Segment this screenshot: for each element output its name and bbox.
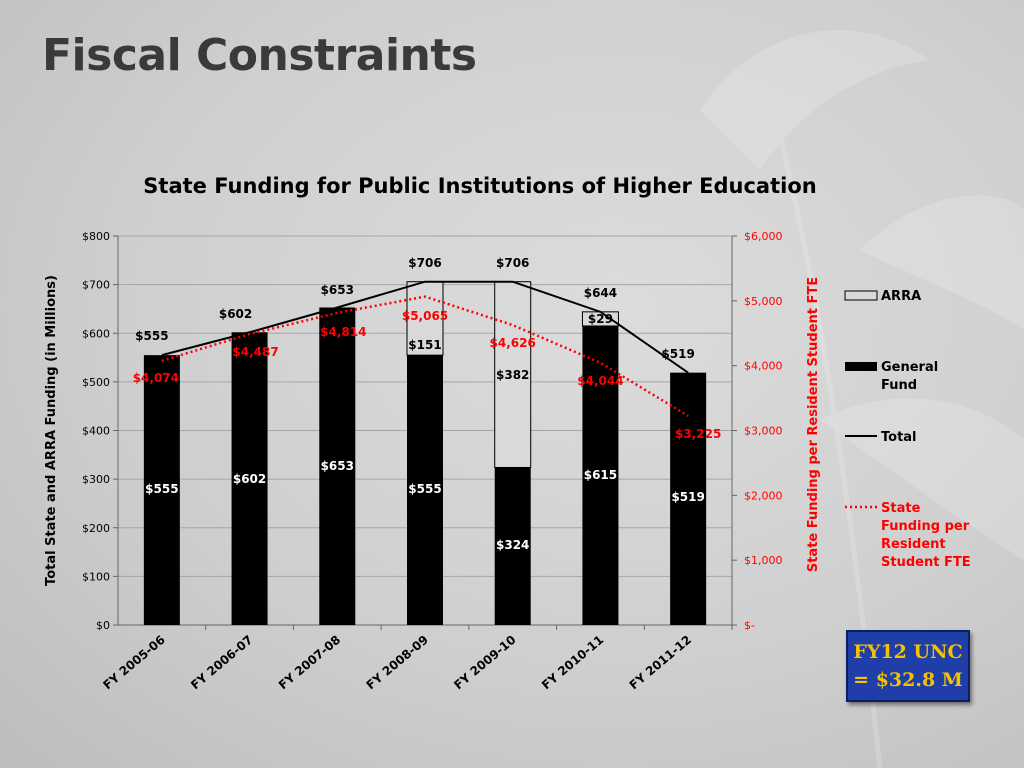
slide-title: Fiscal Constraints: [42, 30, 477, 81]
x-tick-label: FY 2010-11: [539, 633, 606, 693]
bar-general-fund: [231, 332, 268, 625]
line-total: [161, 280, 689, 374]
legend-label-fte: State: [881, 501, 921, 516]
data-label-general-fund: $324: [496, 538, 529, 552]
legend-label-general-fund: General: [881, 360, 938, 375]
data-label-fte: $3,225: [675, 427, 721, 441]
y2-tick-label: $-: [744, 619, 755, 632]
x-tick-label: FY 2006-07: [188, 633, 255, 693]
legend-label-general-fund: Fund: [881, 378, 917, 393]
y2-tick-label: $2,000: [744, 489, 783, 502]
bar-general-fund: [143, 355, 180, 625]
data-label-fte: $5,065: [402, 309, 448, 323]
y-tick-label: $400: [82, 425, 110, 438]
data-label-fte: $4,074: [133, 371, 179, 385]
bar-arra: [406, 281, 444, 356]
y-tick-label: $200: [82, 522, 110, 535]
line-fte: [161, 295, 689, 417]
data-label-general-fund: $602: [233, 472, 266, 486]
legend-label-fte: Student FTE: [881, 555, 971, 570]
legend-swatch-general-fund: [845, 362, 877, 371]
data-label-general-fund: $519: [671, 490, 704, 504]
bar-general-fund: [582, 325, 619, 625]
data-label-total: $602: [219, 307, 252, 321]
data-label-fte: $4,044: [577, 374, 623, 388]
bar-arra: [494, 281, 532, 468]
data-label-total: $555: [135, 329, 168, 343]
y-tick-label: $700: [82, 279, 110, 292]
callout-line-1: FY12 UNC: [853, 641, 963, 663]
x-tick-label: FY 2011-12: [627, 633, 694, 693]
y-tick-label: $500: [82, 376, 110, 389]
bar-general-fund: [319, 307, 356, 625]
data-label-total: $644: [584, 286, 617, 300]
y-tick-label: $300: [82, 473, 110, 486]
legend-label-total: Total: [881, 430, 917, 445]
legend-label-fte: Funding per: [881, 519, 970, 534]
data-label-total: $706: [496, 256, 529, 270]
y-tick-label: $600: [82, 327, 110, 340]
x-tick-label: FY 2008-09: [364, 633, 431, 693]
x-tick-label: FY 2005-06: [100, 633, 167, 693]
bar-general-fund: [407, 355, 443, 625]
callout-line-2: = $32.8 M: [853, 669, 963, 691]
data-label-total: $706: [408, 256, 441, 270]
data-label-arra: $29: [588, 312, 613, 326]
y-tick-label: $800: [82, 230, 110, 243]
bar-general-fund: [494, 467, 531, 625]
y2-tick-label: $5,000: [744, 295, 783, 308]
data-label-fte: $4,814: [320, 325, 366, 339]
legend-label-arra: ARRA: [881, 289, 921, 304]
data-label-total: $519: [661, 347, 694, 361]
y2-tick-label: $3,000: [744, 425, 783, 438]
y2-tick-label: $4,000: [744, 360, 783, 373]
y-tick-label: $100: [82, 570, 110, 583]
data-label-arra: $382: [496, 368, 529, 382]
data-label-general-fund: $615: [584, 468, 617, 482]
data-label-fte: $4,487: [232, 345, 278, 359]
fy12-callout-box: FY12 UNC = $32.8 M: [846, 630, 970, 702]
data-label-total: $653: [321, 283, 354, 297]
x-tick-label: FY 2007-08: [276, 633, 343, 693]
x-tick-label: FY 2009-10: [451, 633, 518, 693]
y2-axis-title: State Funding per Resident Student FTE: [806, 277, 821, 572]
data-label-general-fund: $653: [321, 459, 354, 473]
data-label-general-fund: $555: [145, 482, 178, 496]
chart-title: State Funding for Public Institutions of…: [143, 174, 817, 198]
data-label-arra: $151: [408, 338, 441, 352]
y-tick-label: $0: [96, 619, 110, 632]
legend-label-fte: Resident: [881, 537, 946, 552]
y2-tick-label: $1,000: [744, 554, 783, 567]
data-label-general-fund: $555: [408, 482, 441, 496]
y-axis-title: Total State and ARRA Funding (in Million…: [44, 275, 59, 586]
data-label-fte: $4,626: [490, 336, 536, 350]
y2-tick-label: $6,000: [744, 230, 783, 243]
legend-swatch-arra: [844, 290, 878, 301]
